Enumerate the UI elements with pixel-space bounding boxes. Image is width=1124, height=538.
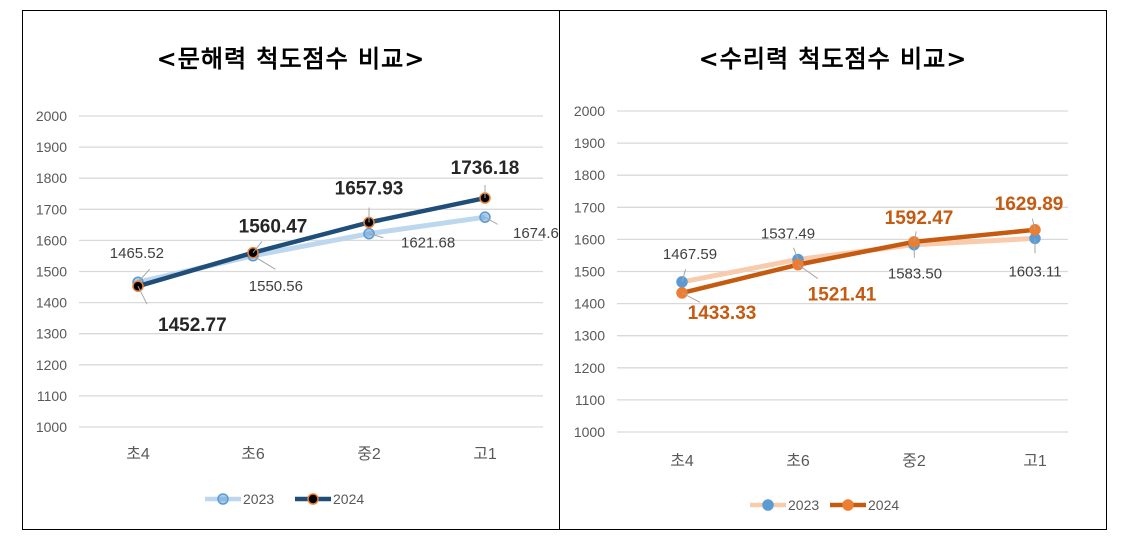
- x-tick-label: 초6: [786, 452, 810, 470]
- legend-label: 2024: [333, 491, 364, 507]
- x-tick-label: 초4: [670, 452, 694, 470]
- literacy-line-chart: 1000 1100 1200 1300 1400 1500 1600 1700 1800 1900…: [36, 108, 561, 507]
- leader-line: [484, 216, 498, 225]
- legend-marker-2024: [307, 493, 319, 505]
- y-tick-label: 1300: [574, 328, 605, 344]
- leader-line: [1031, 218, 1036, 230]
- data-label: 1603.11: [1008, 263, 1061, 280]
- x-tick-label: 초4: [126, 445, 150, 463]
- data-label: 1537.49: [761, 225, 815, 242]
- x-tick-label: 고1: [473, 446, 497, 463]
- y-tick-label: 1000: [36, 419, 67, 435]
- y-tick-label: 1500: [574, 264, 605, 280]
- data-label: 1452.77: [158, 315, 227, 336]
- data-label: 1657.93: [335, 178, 404, 199]
- series-line-2023: [681, 235, 1036, 285]
- y-tick-label: 1300: [36, 326, 67, 342]
- data-point: [792, 258, 804, 271]
- chart-title: <문해력 척도점수 비교>: [156, 45, 426, 73]
- leader-line: [797, 264, 819, 279]
- data-label: 1521.41: [808, 285, 877, 306]
- leader-line: [681, 269, 687, 283]
- data-label: 1560.47: [239, 217, 308, 238]
- data-label: 1736.18: [451, 158, 520, 179]
- y-tick-label: 1000: [574, 424, 605, 440]
- x-tick-label: 중2: [902, 453, 926, 470]
- series-line-2024: [681, 227, 1036, 296]
- y-tick-label: 1200: [574, 360, 605, 376]
- leader-line: [681, 292, 701, 303]
- literacy-chart-panel: <문해력 척도점수 비교> 1000 1100 1200 1300 1400 1500 16…: [22, 10, 561, 530]
- y-tick-label: 1600: [574, 231, 605, 247]
- y-tick-label: 1800: [574, 167, 605, 183]
- data-label: 1550.56: [249, 278, 303, 295]
- data-label: 1621.68: [401, 235, 455, 252]
- leader-line: [137, 268, 151, 283]
- leader-line: [368, 233, 384, 239]
- y-tick-label: 1900: [574, 135, 605, 151]
- data-label: 1583.50: [888, 266, 942, 283]
- data-label: 1629.89: [995, 194, 1064, 215]
- leader-line: [137, 285, 148, 305]
- leader-line: [252, 255, 276, 270]
- y-tick-label: 1100: [575, 392, 605, 408]
- x-tick-label: 중2: [357, 446, 381, 463]
- x-tick-label: 고1: [1023, 453, 1047, 470]
- y-tick-label: 1900: [36, 139, 67, 155]
- legend-label: 2023: [243, 491, 274, 507]
- data-label: 1467.59: [663, 246, 717, 263]
- y-tick-label: 1100: [37, 388, 67, 404]
- x-tick-label: 초6: [241, 445, 265, 463]
- y-tick-label: 1600: [36, 232, 67, 248]
- legend-label: 2024: [868, 497, 899, 513]
- y-tick-label: 1400: [36, 295, 67, 311]
- numeracy-line-chart: 1000 1100 1200 1300 1400 1500 1600 1700 1800 1900…: [574, 103, 1068, 513]
- data-label: 1465.52: [110, 245, 164, 262]
- data-label: 1592.47: [885, 208, 954, 229]
- series-line-2024: [137, 195, 486, 289]
- legend-marker-2024: [842, 499, 854, 511]
- y-tick-label: 2000: [574, 103, 605, 119]
- leader-line: [252, 241, 263, 254]
- legend-marker-2023: [762, 499, 774, 511]
- legend-label: 2023: [788, 497, 819, 513]
- leader-line: [913, 231, 917, 242]
- y-tick-label: 1400: [574, 296, 605, 312]
- data-label: 1674.68: [513, 225, 561, 242]
- chart-title: <수리력 척도점수 비교>: [698, 45, 968, 73]
- y-tick-label: 1200: [36, 357, 67, 373]
- leader-line: [793, 247, 799, 260]
- y-tick-label: 1500: [36, 264, 67, 280]
- data-point: [247, 246, 259, 259]
- legend-marker-2023: [217, 493, 229, 505]
- y-tick-label: 1800: [36, 170, 67, 186]
- y-tick-label: 1700: [574, 199, 605, 215]
- y-tick-label: 2000: [36, 108, 67, 124]
- numeracy-chart-panel: <수리력 척도점수 비교> 1000 1100 1200 1300 1400 1500 16…: [559, 10, 1107, 530]
- data-label: 1433.33: [688, 303, 757, 324]
- y-tick-label: 1700: [36, 201, 67, 217]
